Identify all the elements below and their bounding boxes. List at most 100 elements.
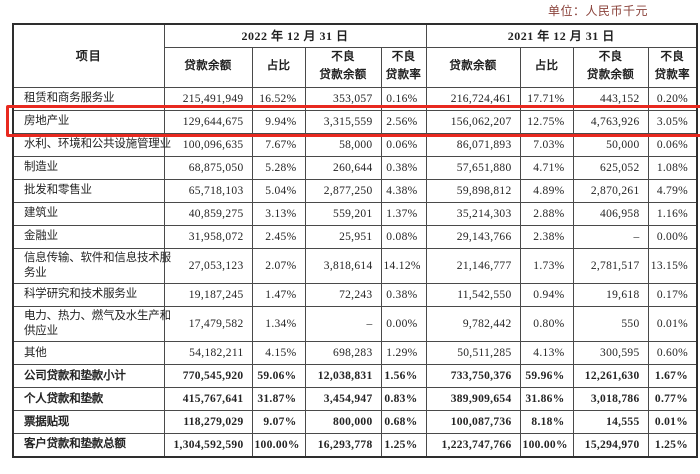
col-header-npl-balance-2021: 不良 贷款余额 (572, 46, 649, 88)
cell-value: 86,071,893 (425, 132, 521, 157)
cell-value: 389,909,654 (425, 387, 521, 412)
cell-value: 2.07% (251, 247, 306, 284)
cell-value: 1,304,592,590 (163, 433, 253, 458)
cell-value: 31.87% (251, 387, 306, 412)
cell-value: 4.13% (519, 341, 574, 366)
table-row: 其他 54,182,211 4.15% 698,283 1.29% 50,511,285 4… (12, 341, 698, 366)
table-row: 制造业 68,875,050 5.28% 260,644 0.38% 57,651,880… (12, 155, 698, 180)
cell-value: 1.34% (251, 305, 306, 343)
cell-value: 0.16% (380, 86, 427, 111)
cell-value: 9,782,442 (425, 305, 521, 343)
unit-label: 单位：人民币千元 (547, 4, 648, 18)
col-header-npl-ratio-2021: 不良 贷款率 (647, 46, 698, 88)
col-header-proportion-2021: 占比 (519, 46, 574, 88)
cell-value: 0.83% (380, 387, 427, 412)
row-label: 科学研究和技术服务业 (12, 282, 165, 307)
cell-value: 4,763,926 (572, 109, 649, 134)
cell-value: 0.20% (647, 86, 698, 111)
col-header-npl-ratio-2022: 不良 贷款率 (380, 46, 427, 88)
row-label: 个人贷款和垫款 (12, 387, 165, 412)
cell-value: 31.86% (519, 387, 574, 412)
cell-value: 1,223,747,766 (425, 433, 521, 458)
cell-value: 2.45% (251, 224, 306, 249)
cell-value: 0.00% (647, 224, 698, 249)
cell-value: 4.38% (380, 178, 427, 203)
col-header-item: 项目 (12, 23, 165, 88)
cell-value: 100,096,635 (163, 132, 253, 157)
cell-value: 1.29% (380, 341, 427, 366)
loan-table-container: 项目 2022 年 12 月 31 日 2021 年 12 月 31 日 贷款余… (6, 23, 700, 458)
cell-value: 2.56% (380, 109, 427, 134)
cell-value: 2,781,517 (572, 247, 649, 284)
cell-value: 2,877,250 (304, 178, 382, 203)
cell-value: 156,062,207 (425, 109, 521, 134)
cell-value: 800,000 (304, 410, 382, 435)
cell-value: 11,542,550 (425, 282, 521, 307)
cell-value: 1.56% (380, 364, 427, 389)
row-label: 房地产业 (12, 109, 165, 134)
table-row: 票据贴现 118,279,029 9.07% 800,000 0.68% 100,087,… (12, 410, 698, 435)
cell-value: 300,595 (572, 341, 649, 366)
cell-value: 68,875,050 (163, 155, 253, 180)
loans-by-industry-table: 项目 2022 年 12 月 31 日 2021 年 12 月 31 日 贷款余… (12, 23, 699, 458)
cell-value: – (304, 305, 382, 343)
cell-value: 72,243 (304, 282, 382, 307)
cell-value: 17.71% (519, 86, 574, 111)
cell-value: 14.12% (380, 247, 427, 284)
cell-value: 353,057 (304, 86, 382, 111)
cell-value: 9.94% (251, 109, 306, 134)
header-row-metrics: 贷款余额 占比 不良 贷款余额 不良 贷款率 贷款余额 占比 不良 贷款余额 不良 贷款率 (13, 46, 698, 88)
cell-value: 0.08% (380, 224, 427, 249)
cell-value: 1.25% (647, 433, 698, 458)
cell-value: 2.38% (519, 224, 574, 249)
cell-value: 12,261,630 (572, 364, 649, 389)
row-label: 建筑业 (12, 201, 165, 226)
cell-value: 215,491,949 (163, 86, 253, 111)
row-label: 制造业 (12, 155, 165, 180)
cell-value: 0.06% (380, 132, 427, 157)
cell-value: 65,718,103 (163, 178, 253, 203)
col-header-loan-balance-2021: 贷款余额 (425, 46, 521, 88)
cell-value: 443,152 (572, 86, 649, 111)
cell-value: 2,870,261 (572, 178, 649, 203)
col-header-npl-balance-2022: 不良 贷款余额 (304, 46, 382, 88)
header-row-periods: 项目 2022 年 12 月 31 日 2021 年 12 月 31 日 (12, 23, 698, 88)
row-label: 其他 (12, 341, 165, 366)
cell-value: 1.73% (519, 247, 574, 284)
row-label: 信息传输、软件和信息技术服 务业 (12, 247, 171, 284)
col-header-loan-balance-2022: 贷款余额 (163, 46, 253, 88)
cell-value: 216,724,461 (425, 86, 521, 111)
cell-value: – (572, 224, 649, 249)
row-label: 票据贴现 (12, 410, 165, 435)
cell-value: 559,201 (304, 201, 382, 226)
cell-value: 100,087,736 (425, 410, 521, 435)
row-label: 电力、热力、燃气及水生产和 供应业 (12, 305, 171, 343)
cell-value: 0.68% (380, 410, 427, 435)
cell-value: 118,279,029 (163, 410, 253, 435)
cell-value: 1.08% (647, 155, 698, 180)
cell-value: 29,143,766 (425, 224, 521, 249)
cell-value: 1.67% (647, 364, 698, 389)
cell-value: 54,182,211 (163, 341, 253, 366)
col-header-period-2022: 2022 年 12 月 31 日 (163, 23, 427, 48)
cell-value: 0.01% (647, 410, 698, 435)
cell-value: 16,293,778 (304, 433, 382, 458)
cell-value: 2.88% (519, 201, 574, 226)
table-row: 电力、热力、燃气及水生产和 供应业 17,479,582 1.34% –0.00% 9,… (12, 305, 698, 343)
cell-value: 100.00% (251, 433, 306, 458)
table-row: 信息传输、软件和信息技术服 务业 27,053,123 2.07% 3,818,614… (12, 247, 698, 284)
cell-value: 13.15% (647, 247, 698, 284)
cell-value: 5.28% (251, 155, 306, 180)
cell-value: 3.05% (647, 109, 698, 134)
table-row: 批发和零售业 65,718,103 5.04% 2,877,250 4.38% 59,89… (12, 178, 698, 203)
cell-value: 59.06% (251, 364, 306, 389)
cell-value: 0.38% (380, 282, 427, 307)
cell-value: 3.13% (251, 201, 306, 226)
cell-value: 7.03% (519, 132, 574, 157)
cell-value: 0.17% (647, 282, 698, 307)
row-label: 公司贷款和垫款小计 (12, 364, 165, 389)
col-header-period-2021: 2021 年 12 月 31 日 (425, 23, 698, 48)
cell-value: 19,187,245 (163, 282, 253, 307)
table-row: 客户贷款和垫款总额 1,304,592,590 100.00% 16,293,778 1… (12, 433, 698, 458)
table-row: 水利、环境和公共设施管理业 100,096,635 7.67% 58,000 0.06%… (12, 132, 698, 157)
